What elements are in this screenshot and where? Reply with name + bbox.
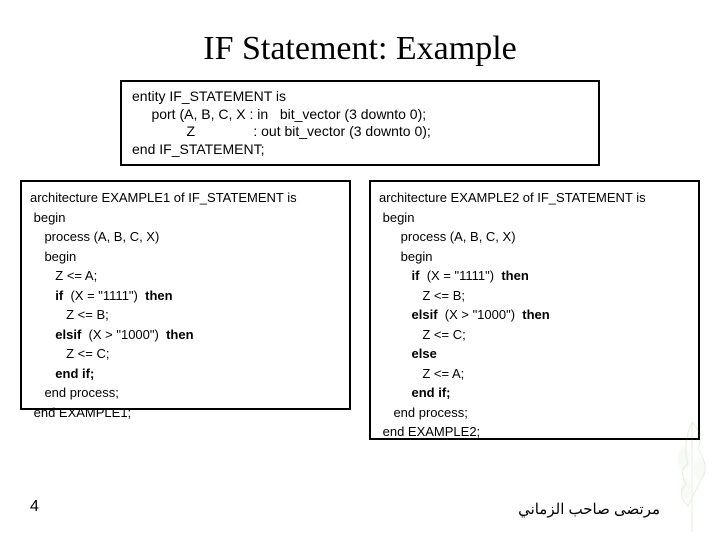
code-line: process (A, B, C, X) (379, 227, 690, 247)
code-line: end process; (379, 403, 690, 423)
code-line: Z <= A; (30, 266, 341, 286)
code-line: architecture EXAMPLE1 of IF_STATEMENT is (30, 188, 341, 208)
code-line: Z <= B; (379, 286, 690, 306)
entity-line: entity IF_STATEMENT is (132, 88, 588, 106)
code-line: if (X = "1111") then (30, 286, 341, 306)
code-line: Z <= B; (30, 305, 341, 325)
architecture-example1-box: architecture EXAMPLE1 of IF_STATEMENT is… (20, 180, 351, 410)
code-line: begin (30, 247, 341, 267)
code-line: end if; (379, 383, 690, 403)
entity-declaration-box: entity IF_STATEMENT is port (A, B, C, X … (120, 80, 600, 166)
code-line: else (379, 344, 690, 364)
code-line: Z <= A; (379, 364, 690, 384)
entity-line: port (A, B, C, X : in bit_vector (3 down… (132, 106, 588, 124)
code-line: Z <= C; (30, 344, 341, 364)
slide: IF Statement: Example entity IF_STATEMEN… (0, 0, 720, 540)
footer-author: مرتضى صاحب الزماني (518, 500, 660, 518)
code-line: begin (379, 208, 690, 228)
entity-line: Z : out bit_vector (3 downto 0); (132, 123, 588, 141)
columns: architecture EXAMPLE1 of IF_STATEMENT is… (20, 180, 700, 440)
code-line: end process; (30, 383, 341, 403)
page-title: IF Statement: Example (20, 30, 700, 68)
code-line: elsif (X > "1000") then (379, 305, 690, 325)
code-line: elsif (X > "1000") then (30, 325, 341, 345)
code-line: end EXAMPLE2; (379, 422, 690, 442)
code-line: if (X = "1111") then (379, 266, 690, 286)
entity-line: end IF_STATEMENT; (132, 141, 588, 159)
code-line: end if; (30, 364, 341, 384)
code-line: Z <= C; (379, 325, 690, 345)
code-line: begin (379, 247, 690, 267)
code-line: process (A, B, C, X) (30, 227, 341, 247)
code-line: begin (30, 208, 341, 228)
code-line: architecture EXAMPLE2 of IF_STATEMENT is (379, 188, 690, 208)
code-line: end EXAMPLE1; (30, 403, 341, 423)
architecture-example2-box: architecture EXAMPLE2 of IF_STATEMENT is… (369, 180, 700, 440)
page-number: 4 (30, 498, 39, 516)
